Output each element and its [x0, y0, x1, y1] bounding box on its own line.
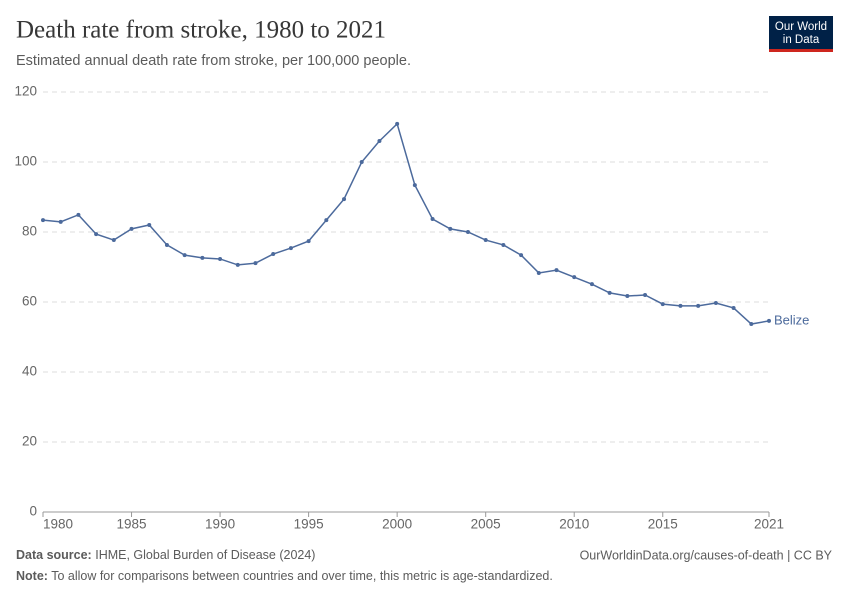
point — [572, 275, 577, 280]
point — [129, 226, 134, 231]
point — [501, 242, 506, 247]
point — [749, 322, 754, 327]
x-tick-label: 1990 — [205, 517, 235, 532]
point — [465, 230, 470, 234]
point — [359, 160, 364, 164]
point — [412, 183, 417, 188]
url[interactable]: OurWorldinData.org/causes-of-death | CC … — [580, 548, 833, 562]
point — [111, 238, 116, 243]
note-text: To allow for comparisons between countri… — [51, 569, 553, 583]
y-tick-label: 60 — [22, 294, 37, 309]
point — [554, 268, 559, 273]
point — [731, 305, 736, 310]
point — [253, 261, 258, 266]
point — [182, 253, 187, 258]
source-text: IHME, Global Burden of Disease (2024) — [95, 548, 315, 562]
series-label: Belize — [774, 312, 809, 327]
y-tick-label: 40 — [22, 364, 37, 379]
point — [271, 252, 276, 257]
x-tick-label: 1985 — [117, 517, 147, 532]
x-tick-label: 1980 — [43, 517, 73, 532]
point — [306, 239, 311, 244]
logo-stripe — [769, 49, 833, 52]
point — [536, 270, 541, 275]
point — [767, 318, 771, 323]
source-label: Data source: — [16, 548, 92, 562]
note-label: Note: — [16, 569, 48, 583]
point — [678, 303, 683, 308]
point — [696, 303, 701, 308]
x-tick-label: 1995 — [294, 517, 324, 532]
x-tick-label: 2010 — [559, 517, 589, 532]
point — [483, 238, 488, 243]
logo-box — [769, 16, 833, 52]
y-tick-label: 100 — [14, 154, 37, 169]
point — [519, 253, 524, 258]
point — [625, 294, 630, 299]
point — [448, 226, 453, 231]
point — [58, 219, 63, 224]
point — [643, 293, 648, 297]
point — [324, 218, 329, 223]
x-tick-label: 2021 — [754, 517, 784, 532]
chart-title: Death rate from stroke, 1980 to 2021 — [16, 17, 386, 44]
point — [342, 197, 347, 202]
x-tick-label: 2000 — [382, 517, 412, 532]
x-tick-label: 2005 — [471, 517, 501, 532]
source-line: Data source: IHME, Global Burden of Dise… — [16, 548, 315, 562]
point — [430, 217, 435, 222]
point — [235, 262, 240, 267]
y-tick-label: 120 — [14, 84, 37, 99]
y-tick-label: 0 — [29, 504, 37, 519]
chart-subtitle: Estimated annual death rate from stroke,… — [16, 53, 411, 69]
point — [288, 246, 293, 251]
logo-text: in Data — [783, 34, 820, 46]
point — [76, 212, 81, 217]
logo[interactable]: Our World in Data — [769, 16, 833, 52]
point — [589, 282, 594, 287]
point — [94, 232, 99, 237]
x-tick-label: 2015 — [648, 517, 678, 532]
point — [164, 242, 169, 247]
point — [607, 290, 612, 295]
point — [660, 302, 665, 307]
point — [395, 121, 400, 126]
point — [218, 256, 223, 261]
line — [42, 122, 770, 325]
point — [147, 223, 152, 227]
point — [377, 139, 382, 143]
point — [41, 218, 45, 223]
y-tick-label: 20 — [22, 434, 37, 449]
point — [713, 301, 718, 306]
logo-text: Our World — [775, 21, 827, 33]
note-line: Note: To allow for comparisons between c… — [16, 569, 553, 583]
point — [200, 255, 205, 260]
y-tick-label: 80 — [22, 224, 37, 239]
